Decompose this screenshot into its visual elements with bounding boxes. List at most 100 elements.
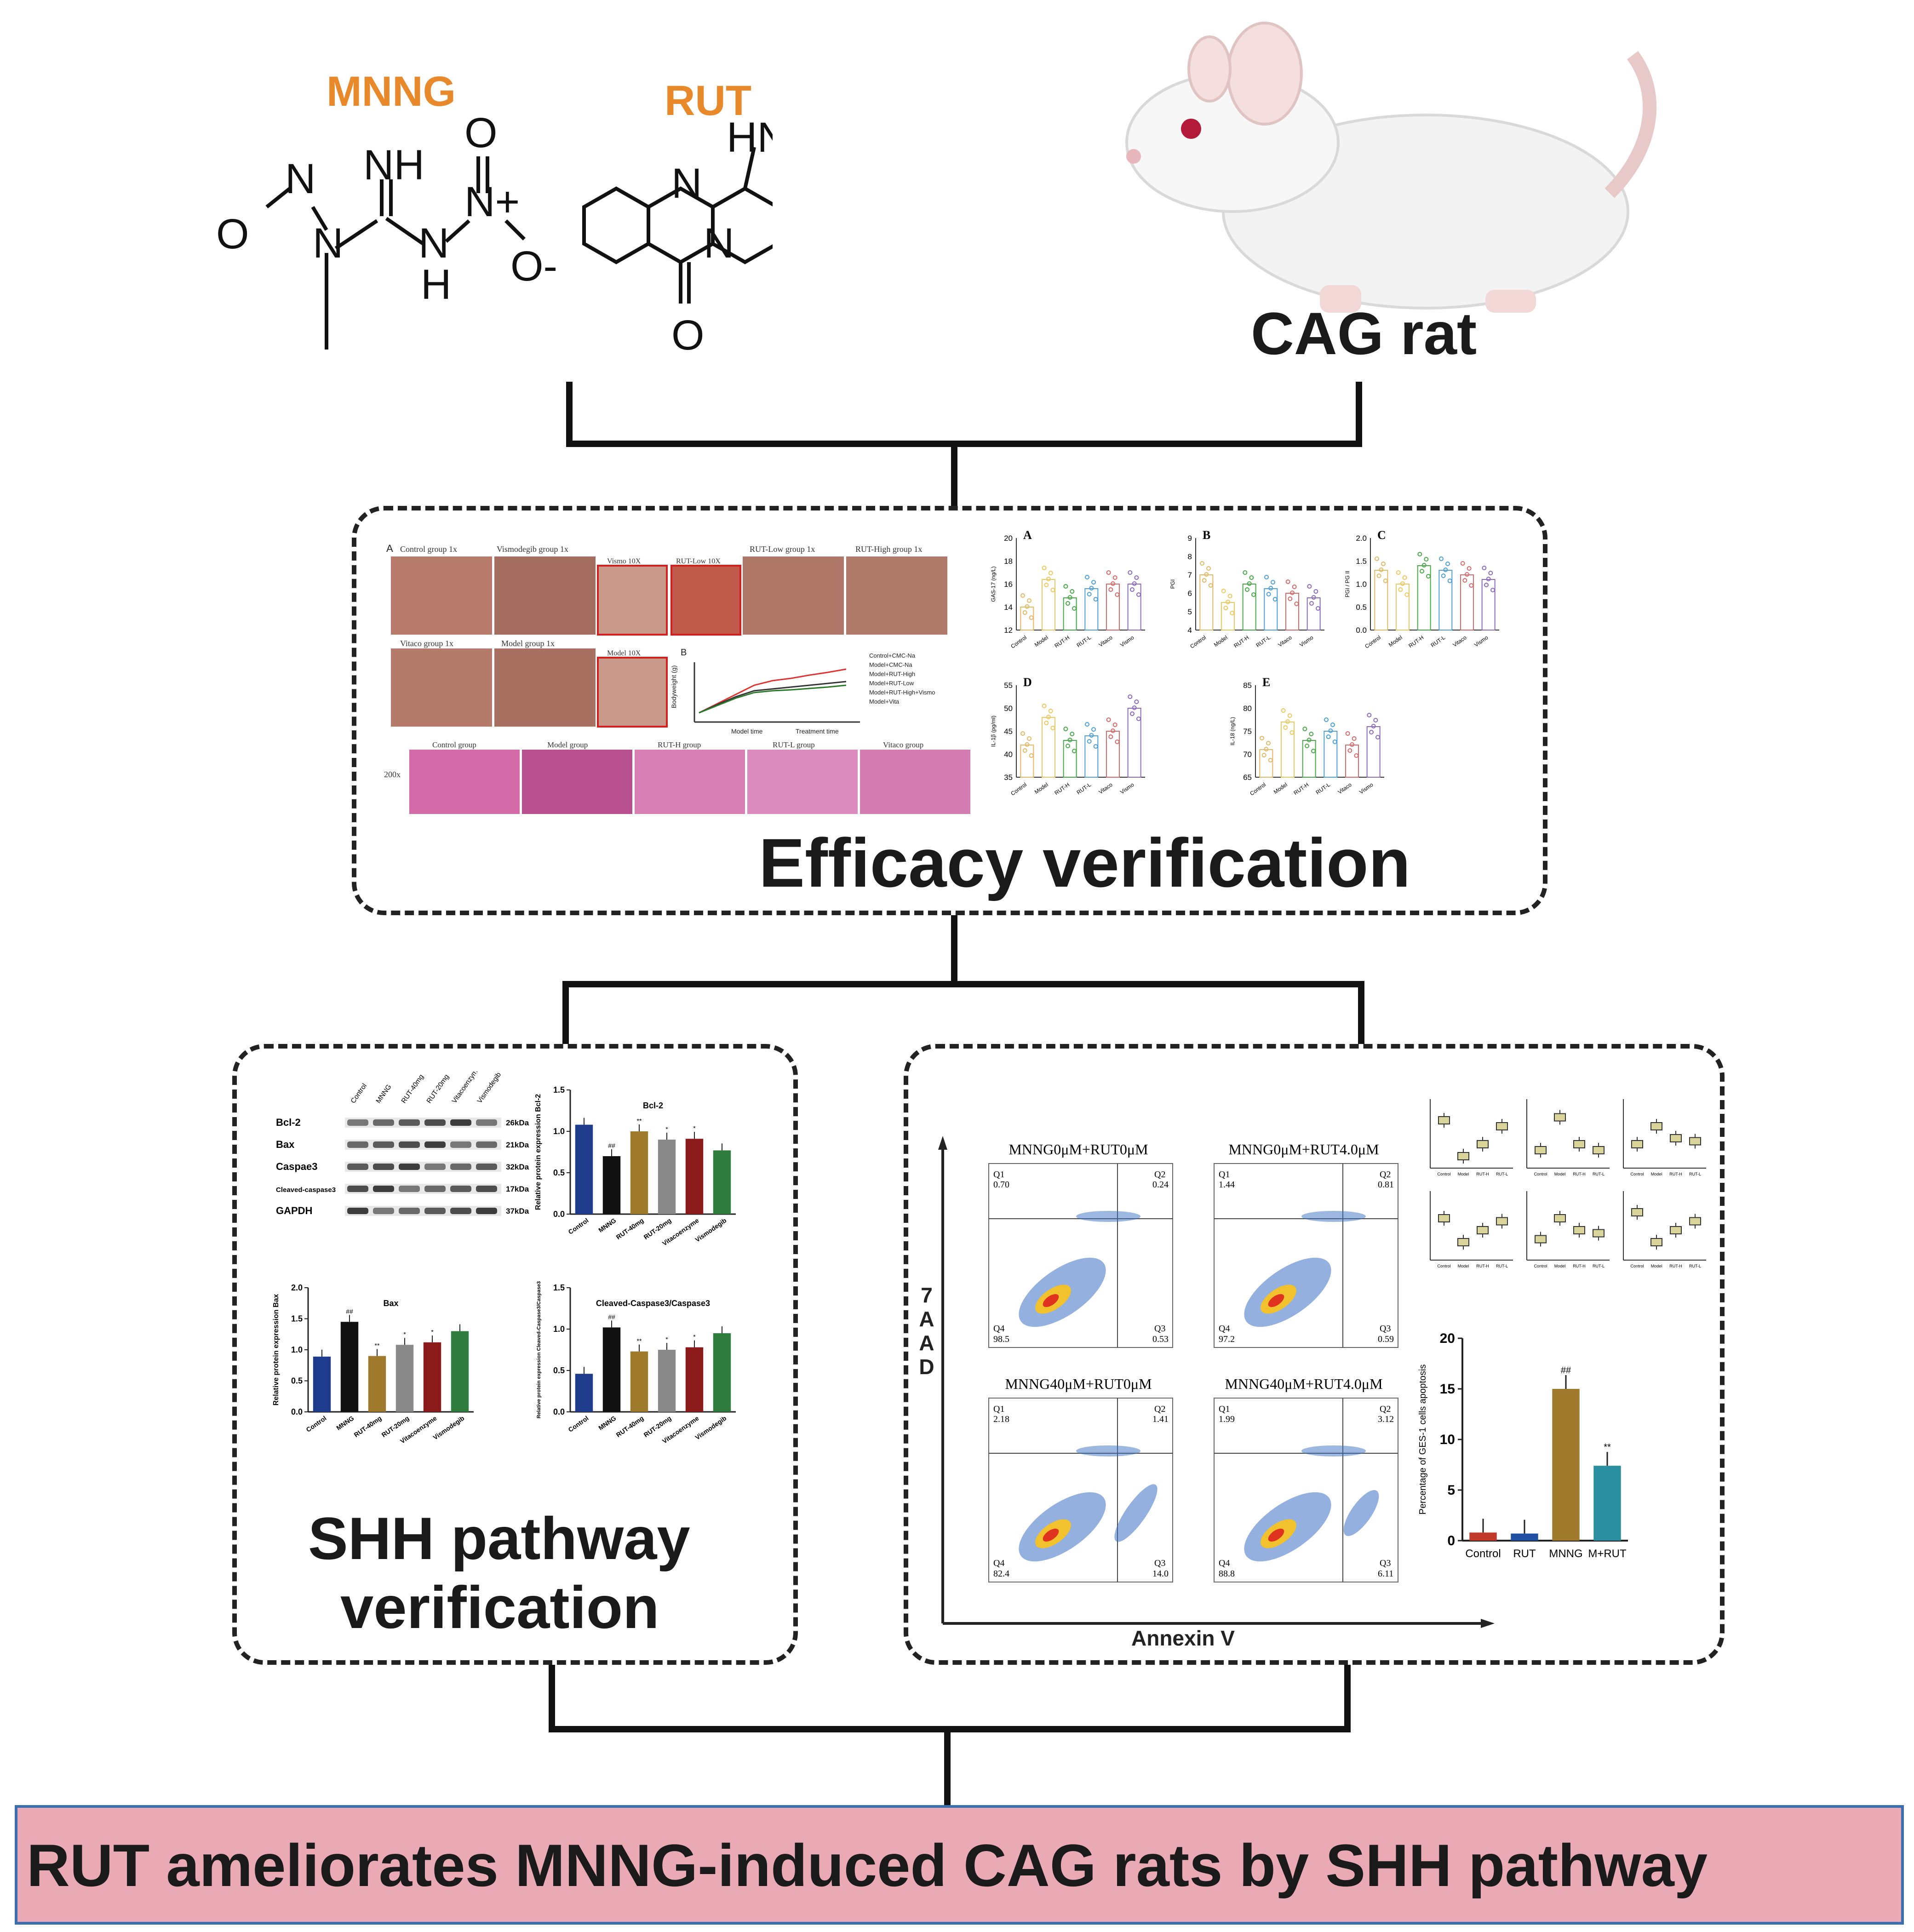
blot-band — [476, 1186, 497, 1192]
q4-value: 98.5 — [993, 1334, 1009, 1344]
efficacy-point — [1332, 740, 1337, 744]
efficacy-point — [1072, 749, 1077, 753]
efficacy-point — [1243, 570, 1248, 575]
efficacy-point — [1106, 570, 1111, 575]
density-peak — [1043, 1528, 1059, 1542]
y-tick-label: 2.0 — [291, 1283, 303, 1292]
q4-label: Q4 — [1219, 1324, 1230, 1334]
blot-lane-label: Control — [349, 1082, 368, 1105]
mnng-atom-nh: NH — [363, 142, 424, 189]
box-group-label: RUT-H — [1476, 1172, 1489, 1176]
shh-bar-chart: Bax 0.0 0.5 1.0 1.5 2.0 Relative protein expre… — [272, 1283, 474, 1445]
y-tick-label: 75 — [1243, 727, 1252, 736]
efficacy-bar — [1106, 584, 1120, 631]
blot-band — [424, 1164, 446, 1170]
efficacy-point — [1050, 588, 1055, 592]
blot-band — [424, 1186, 446, 1192]
blot-band — [347, 1141, 368, 1148]
efficacy-point — [1441, 573, 1446, 578]
bodyweight-legend-1: Model+CMC-Na — [869, 661, 912, 668]
efficacy-point — [1223, 606, 1228, 610]
y-tick-label: 10 — [1440, 1432, 1455, 1447]
x-tick-label: RUT-L — [1076, 634, 1093, 649]
blot-band — [373, 1186, 394, 1192]
blot-size-label: 21kDa — [506, 1141, 529, 1149]
blot-lane-label: Vismodegib — [476, 1072, 503, 1105]
q2-label: Q2 — [1380, 1404, 1391, 1414]
efficacy-point — [1417, 552, 1422, 556]
shh-bar — [423, 1342, 441, 1412]
box-group-label: RUT-L — [1496, 1172, 1508, 1176]
flow-plot-frame — [1214, 1163, 1398, 1348]
efficacy-point — [1375, 735, 1380, 740]
efficacy-point — [1345, 731, 1350, 736]
shh-bar — [630, 1351, 648, 1412]
blot-band — [399, 1141, 420, 1148]
efficacy-point — [1426, 574, 1431, 579]
efficacy-bar — [1199, 574, 1214, 631]
efficacy-point — [1469, 583, 1474, 588]
flow-y-axis-char: A — [919, 1307, 934, 1331]
efficacy-point — [1050, 726, 1055, 730]
box-group-label: RUT-L — [1689, 1264, 1701, 1268]
flow-plot-title: MNNG40μM+RUT0μM — [1005, 1376, 1152, 1392]
shh-chart-title: Bax — [383, 1299, 398, 1308]
efficacy-point — [1042, 566, 1047, 570]
efficacy-point — [1108, 587, 1113, 592]
efficacy-point — [1373, 718, 1378, 722]
blot-band — [399, 1119, 420, 1126]
box-group-label: Model — [1458, 1172, 1469, 1176]
efficacy-point — [1200, 561, 1204, 566]
significance-label: * — [665, 1125, 668, 1133]
q2-label: Q2 — [1154, 1404, 1165, 1414]
x-tick-label: MNNG — [1549, 1548, 1582, 1560]
significance-label: ## — [1561, 1365, 1571, 1376]
efficacy-point — [1072, 606, 1077, 611]
efficacy-point — [1115, 740, 1120, 744]
efficacy-point — [1025, 742, 1030, 747]
x-tick-label: Control — [1465, 1548, 1501, 1560]
mnng-atom-n2: N — [313, 220, 343, 267]
blot-band — [450, 1119, 471, 1126]
efficacy-point — [1311, 749, 1316, 753]
x-tick-label: RUT-H — [1053, 634, 1071, 649]
y-tick-label: 0.0 — [553, 1210, 565, 1219]
y-tick-label: 12 — [1004, 626, 1013, 635]
q1-value: 2.18 — [993, 1414, 1009, 1424]
efficacy-point — [1029, 753, 1034, 758]
efficacy-point — [1484, 583, 1489, 587]
box — [1650, 1238, 1662, 1246]
efficacy-point — [1369, 730, 1374, 734]
efficacy-point — [1208, 583, 1213, 588]
efficacy-bar-letter: B — [1203, 529, 1210, 542]
efficacy-bar — [1307, 597, 1321, 631]
apoptosis-bar — [1593, 1466, 1621, 1541]
efficacy-point — [1309, 601, 1314, 606]
efficacy-point — [1328, 728, 1333, 733]
x-tick-label: RUT-H — [1407, 634, 1425, 649]
y-axis-label: Percentage of GES-1 cells apoptosis — [1418, 1364, 1428, 1515]
box — [1496, 1122, 1508, 1130]
bodyweight-xlabel-left: Model time — [731, 728, 763, 735]
blot-band — [373, 1208, 394, 1214]
box — [1496, 1217, 1508, 1226]
shh-bar — [713, 1150, 731, 1214]
blot-band — [450, 1208, 471, 1214]
efficacy-figure: A Control group 1x Vismodegib group 1x V… — [384, 543, 970, 814]
y-tick-label: 8 — [1188, 552, 1192, 561]
apoptosis-chart: 0 5 10 15 20 Percentage of GES-1 cells apopto… — [1418, 1331, 1628, 1560]
density-peak — [1268, 1528, 1284, 1542]
y-tick-label: 0.0 — [1356, 626, 1367, 635]
photo-label-0: Control group 1x — [400, 545, 457, 554]
q4-value: 97.2 — [1219, 1334, 1235, 1344]
q3-label: Q3 — [1380, 1324, 1391, 1334]
efficacy-point — [1260, 736, 1264, 740]
density-q3 — [1114, 1484, 1158, 1542]
histology-strip: 200x Control group Model group RUT-H gro… — [384, 740, 970, 814]
efficacy-point — [1289, 730, 1295, 735]
y-tick-label: 5 — [1188, 608, 1192, 616]
efficacy-bar — [1438, 570, 1453, 631]
box-group-label: Control — [1630, 1264, 1644, 1268]
y-tick-label: 1.0 — [1356, 580, 1367, 589]
box — [1689, 1137, 1701, 1146]
